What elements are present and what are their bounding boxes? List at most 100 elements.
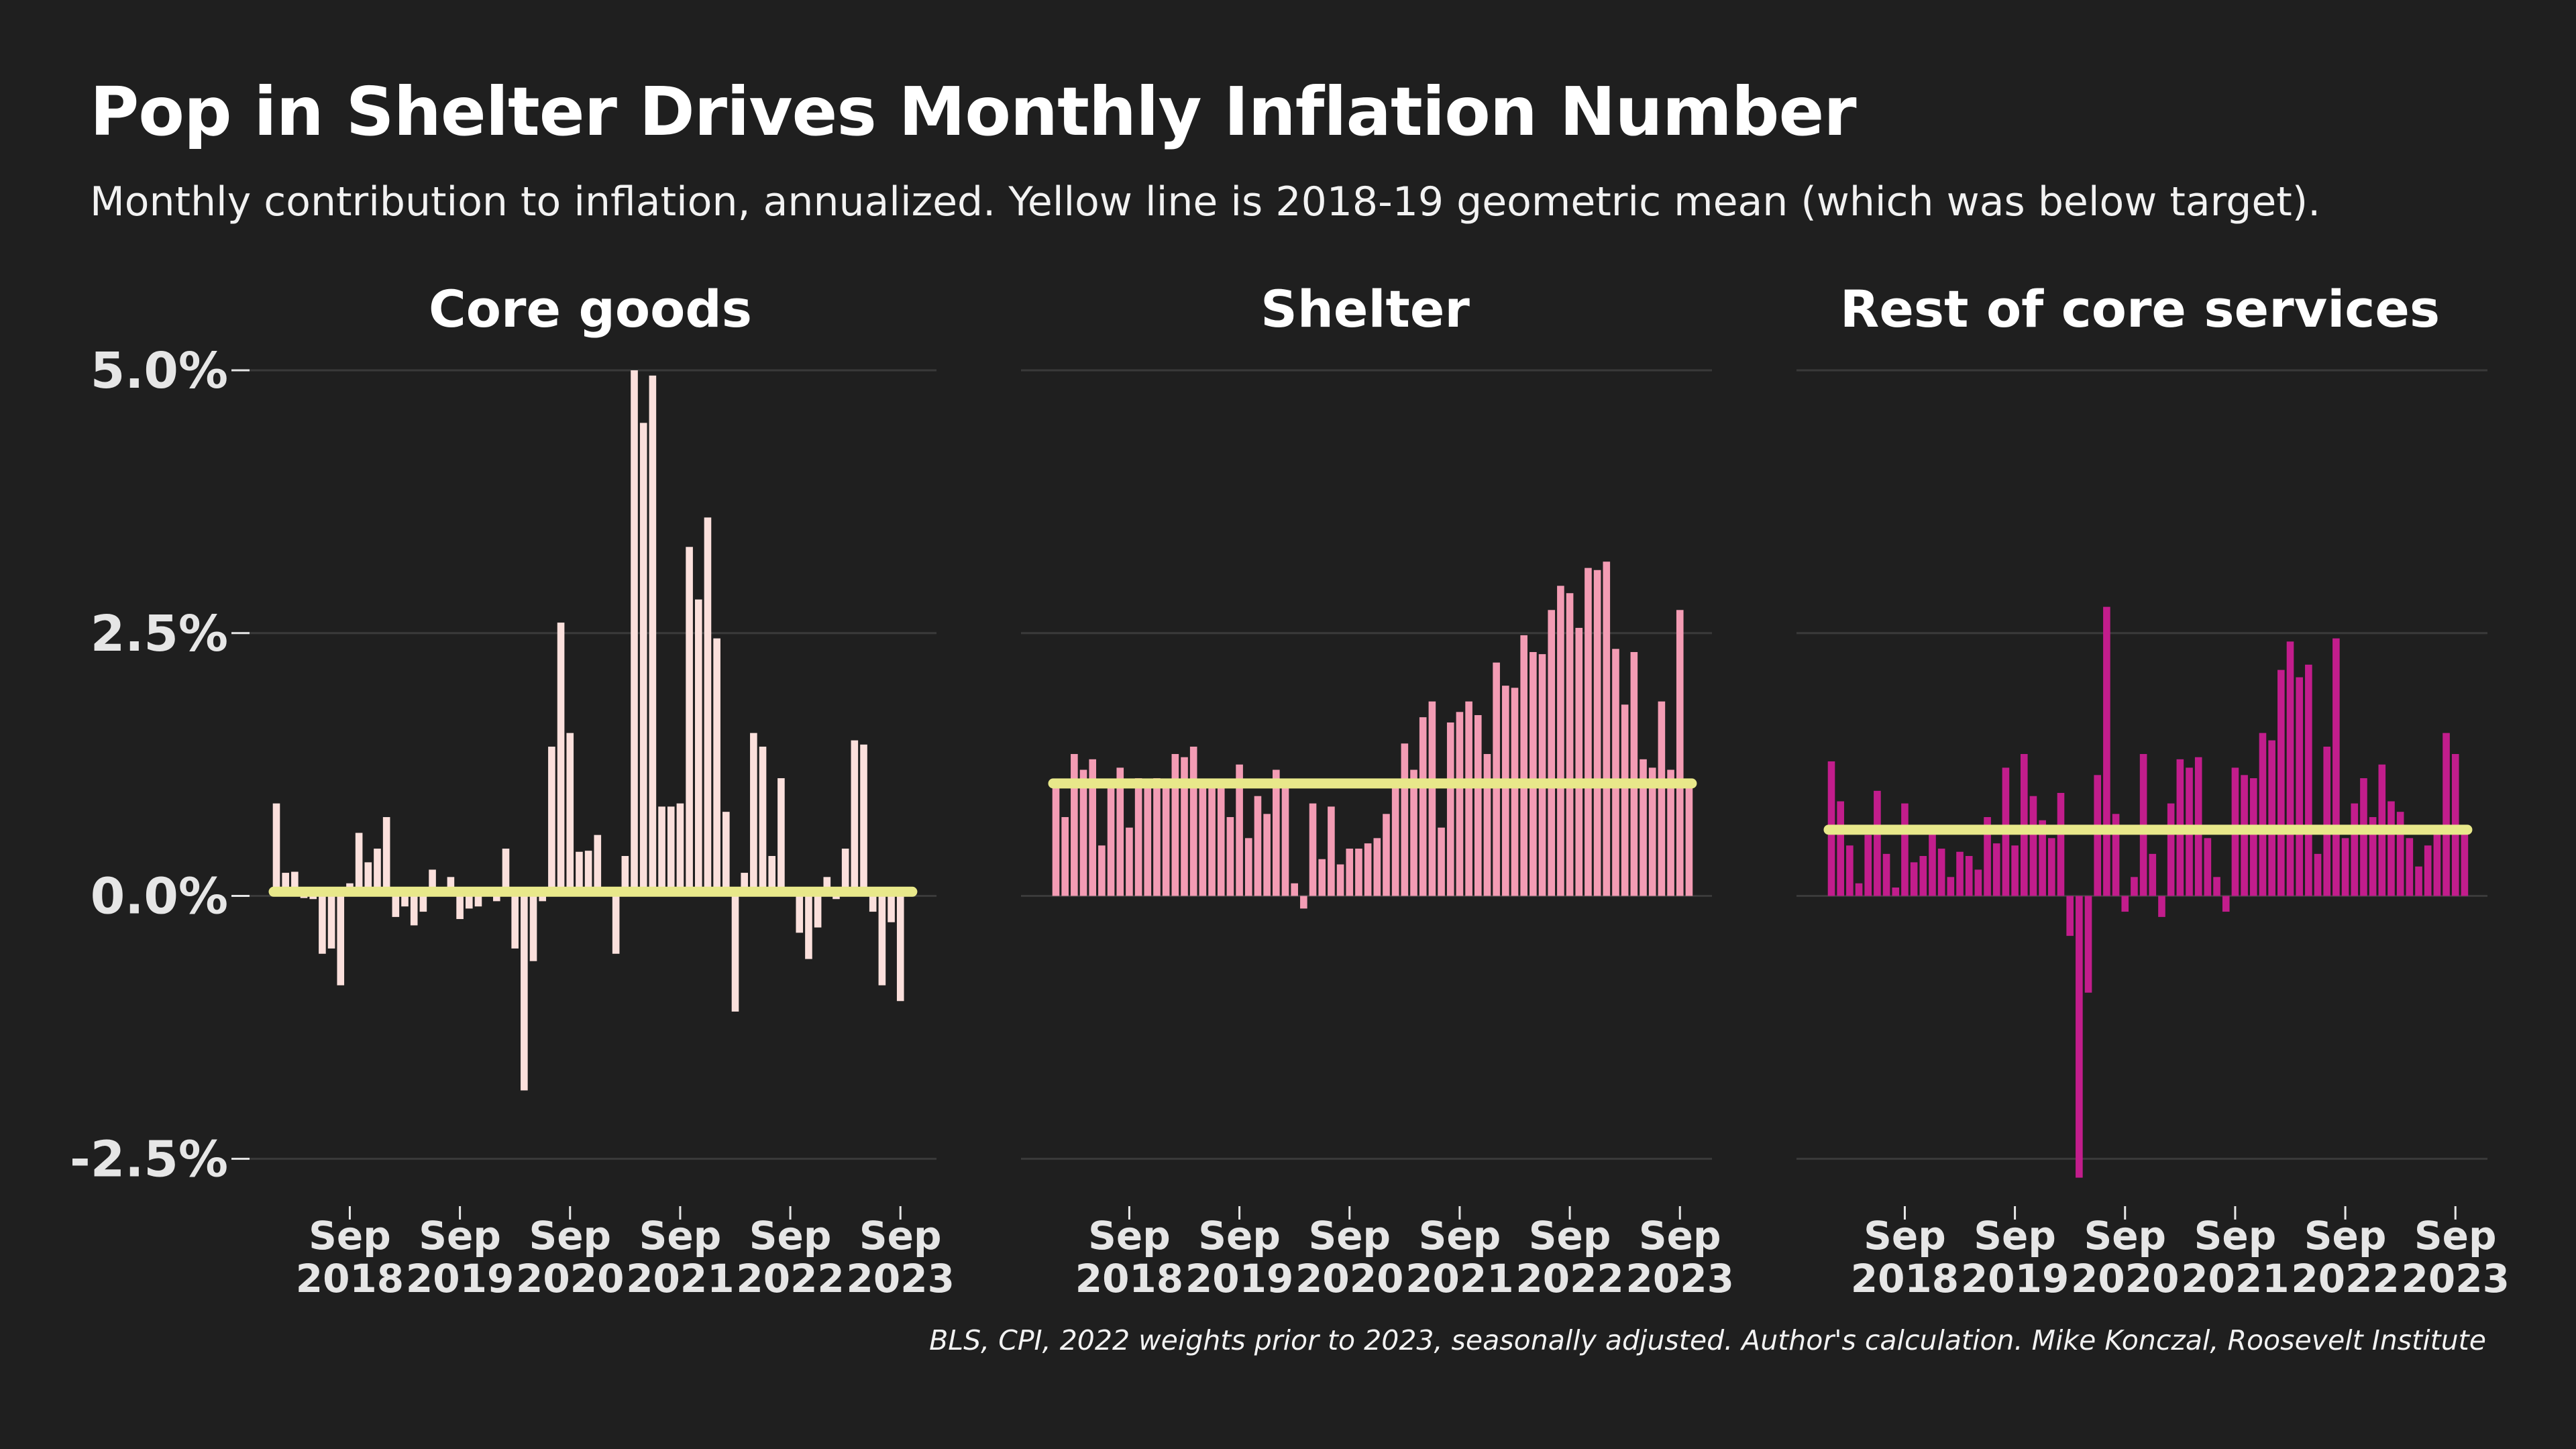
bar-shelter — [1391, 786, 1399, 896]
bar-core-goods — [823, 877, 831, 896]
bar-shelter — [1446, 722, 1454, 896]
bar-shelter — [1126, 827, 1133, 896]
bar-shelter — [1273, 769, 1280, 896]
bar-rest-services — [1874, 790, 1881, 896]
bar-core-goods — [447, 877, 455, 896]
bar-rest-services — [2268, 740, 2275, 896]
bar-core-goods — [557, 623, 565, 896]
bar-rest-services — [1992, 843, 2000, 896]
bar-shelter — [1089, 759, 1097, 896]
bar-rest-services — [2066, 896, 2074, 936]
bar-core-goods — [410, 896, 418, 926]
bar-shelter — [1226, 817, 1234, 896]
bar-shelter — [1134, 778, 1142, 896]
bar-core-goods — [364, 862, 372, 896]
bar-core-goods — [382, 817, 390, 896]
bar-shelter — [1373, 838, 1381, 896]
bar-rest-services — [2351, 803, 2359, 896]
x-tick-label-year: 2022 — [1515, 1256, 1623, 1301]
bar-core-goods — [888, 896, 895, 922]
bar-rest-services — [1901, 803, 1909, 896]
bar-core-goods — [833, 896, 840, 900]
bar-shelter — [1640, 759, 1647, 896]
x-tick-label-year: 2022 — [736, 1256, 844, 1301]
bar-rest-services — [2222, 896, 2230, 912]
bar-rest-services — [2149, 853, 2157, 896]
x-tick-label-year: 2021 — [2181, 1256, 2289, 1301]
bar-core-goods — [327, 896, 335, 949]
panel-title-core-goods: Core goods — [429, 279, 752, 339]
x-tick-label-month: Sep — [1308, 1213, 1391, 1258]
x-tick-label-month: Sep — [859, 1213, 942, 1258]
bar-shelter — [1575, 627, 1583, 896]
bar-rest-services — [1947, 877, 1955, 896]
bar-core-goods — [548, 747, 555, 896]
y-tick-label: 0.0% — [91, 868, 228, 926]
bar-rest-services — [1956, 851, 1964, 896]
chart-subtitle: Monthly contribution to inflation, annua… — [90, 178, 2321, 225]
bar-core-goods — [869, 896, 877, 912]
bar-shelter — [1199, 786, 1207, 896]
x-tick-label-month: Sep — [1529, 1213, 1611, 1258]
bar-rest-services — [2158, 896, 2165, 917]
panel-title-rest-services: Rest of core services — [1839, 279, 2440, 339]
x-tick-label-month: Sep — [529, 1213, 611, 1258]
bar-core-goods — [860, 744, 867, 896]
bar-shelter — [1612, 649, 1619, 896]
chart-title: Pop in Shelter Drives Monthly Inflation … — [90, 72, 1857, 151]
bar-core-goods — [814, 896, 822, 928]
bar-rest-services — [2360, 778, 2367, 896]
bar-core-goods — [456, 896, 464, 920]
bar-rest-services — [2461, 830, 2469, 896]
x-tick-label-year: 2020 — [2071, 1256, 2179, 1301]
bar-shelter — [1456, 712, 1464, 896]
bar-rest-services — [2167, 803, 2175, 896]
bar-core-goods — [566, 733, 574, 896]
bar-shelter — [1511, 688, 1519, 896]
bar-shelter — [1254, 796, 1262, 896]
x-tick-label-month: Sep — [1419, 1213, 1501, 1258]
bar-shelter — [1208, 788, 1216, 896]
bar-shelter — [1263, 814, 1271, 896]
bar-core-goods — [594, 835, 602, 896]
x-tick-label-month: Sep — [2194, 1213, 2277, 1258]
bar-rest-services — [2094, 775, 2102, 896]
x-tick-label-year: 2018 — [1075, 1256, 1183, 1301]
bar-rest-services — [1837, 801, 1844, 896]
bar-rest-services — [2213, 877, 2220, 896]
bar-rest-services — [2424, 845, 2432, 896]
x-tick-label-year: 2020 — [516, 1256, 624, 1301]
bar-shelter — [1116, 767, 1124, 896]
bar-rest-services — [1965, 856, 1973, 896]
bar-rest-services — [2286, 641, 2294, 896]
bar-core-goods — [300, 896, 308, 898]
bar-rest-services — [2121, 896, 2129, 912]
bar-rest-services — [2084, 896, 2092, 993]
bar-rest-services — [1974, 869, 1982, 896]
bar-shelter — [1346, 849, 1354, 896]
bar-core-goods — [272, 803, 280, 896]
bar-shelter — [1061, 817, 1069, 896]
bar-rest-services — [2249, 778, 2257, 896]
bar-rest-services — [2204, 838, 2212, 896]
bar-rest-services — [1864, 835, 1872, 896]
bar-core-goods — [291, 871, 299, 896]
bar-core-goods — [731, 896, 739, 1012]
x-tick-label-month: Sep — [2414, 1213, 2497, 1258]
bar-core-goods — [676, 803, 684, 896]
bar-shelter — [1502, 686, 1509, 896]
x-tick-label-year: 2020 — [1295, 1256, 1403, 1301]
x-tick-label-month: Sep — [749, 1213, 832, 1258]
y-tick-label: 5.0% — [91, 342, 228, 400]
x-tick-label-month: Sep — [639, 1213, 722, 1258]
bar-shelter — [1685, 786, 1693, 896]
bar-shelter — [1401, 743, 1409, 896]
bar-core-goods — [309, 896, 317, 900]
bar-rest-services — [2332, 638, 2340, 896]
bar-shelter — [1538, 654, 1546, 896]
x-tick-label-year: 2019 — [1185, 1256, 1293, 1301]
bar-shelter — [1052, 786, 1060, 896]
bar-core-goods — [750, 733, 757, 896]
bar-rest-services — [1882, 853, 1890, 896]
bar-core-goods — [631, 370, 638, 896]
